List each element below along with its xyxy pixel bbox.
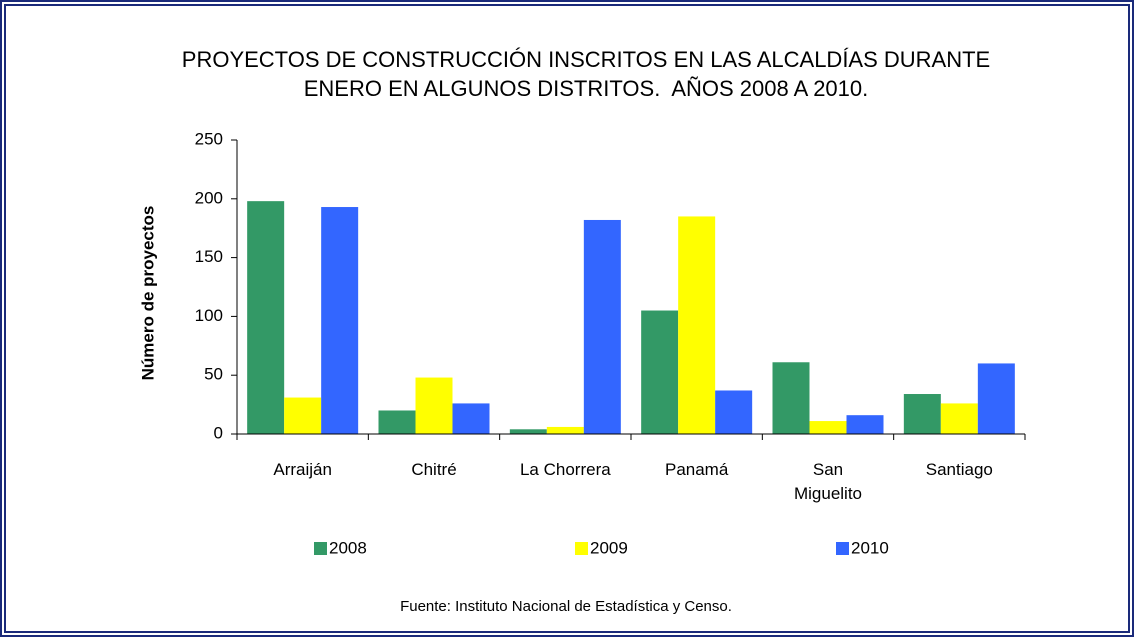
bar (903, 394, 941, 434)
bar (772, 362, 810, 434)
y-tick-label: 100 (195, 306, 223, 325)
legend-swatch (314, 542, 327, 555)
bar (940, 403, 978, 434)
bar (415, 377, 453, 434)
chart-title: PROYECTOS DE CONSTRUCCIÓN INSCRITOS EN L… (182, 47, 990, 72)
bar (546, 426, 584, 434)
chart: PROYECTOS DE CONSTRUCCIÓN INSCRITOS EN L… (138, 47, 1026, 615)
x-tick-label: Panamá (664, 460, 729, 479)
y-tick-label: 0 (214, 423, 223, 442)
bar (509, 429, 547, 434)
bar (378, 410, 416, 434)
legend-label: 2010 (851, 538, 889, 557)
legend-label: 2009 (590, 538, 628, 557)
bar (678, 216, 716, 434)
bar (452, 403, 490, 434)
source-note: Fuente: Instituto Nacional de Estadístic… (400, 598, 732, 615)
y-tick-label: 250 (195, 129, 223, 148)
x-tick-label: San Miguelito (793, 460, 863, 503)
bar (583, 219, 621, 434)
bar (715, 390, 753, 434)
bar (321, 207, 359, 434)
chart-title: ENERO EN ALGUNOS DISTRITOS. AÑOS 2008 A … (304, 76, 869, 101)
y-tick-label: 50 (204, 365, 223, 384)
x-tick-label: Arraiján (273, 460, 332, 479)
legend-swatch (836, 542, 849, 555)
x-tick-label: La Chorrera (519, 460, 611, 479)
bar (247, 201, 285, 434)
bar (977, 363, 1015, 434)
x-tick-label: Chitré (411, 460, 457, 479)
y-axis-label: Número de proyectos (138, 206, 157, 381)
bar (641, 310, 679, 434)
bar (846, 415, 884, 434)
x-tick-label: Santiago (925, 460, 993, 479)
y-tick-label: 200 (195, 188, 223, 207)
legend-label: 2008 (329, 538, 367, 557)
legend-swatch (575, 542, 588, 555)
bar (284, 397, 322, 434)
y-tick-label: 150 (195, 247, 223, 266)
bar (809, 421, 847, 434)
